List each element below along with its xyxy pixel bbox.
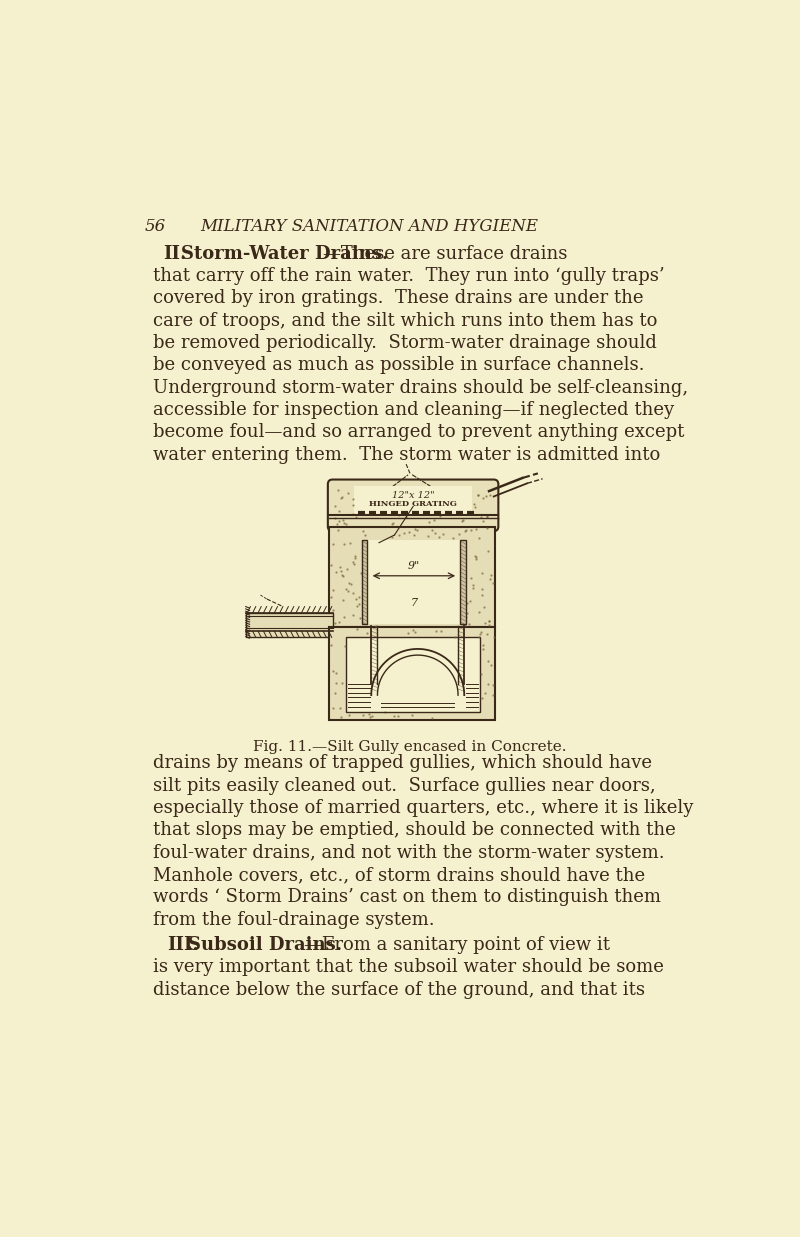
Text: —From a sanitary point of view it: —From a sanitary point of view it	[304, 936, 610, 954]
Text: III.: III.	[166, 936, 198, 954]
Text: especially those of married quarters, etc., where it is likely: especially those of married quarters, et…	[153, 799, 693, 816]
Text: care of troops, and the silt which runs into them has to: care of troops, and the silt which runs …	[153, 312, 657, 329]
Text: MILITARY SANITATION AND HYGIENE: MILITARY SANITATION AND HYGIENE	[201, 218, 538, 235]
Text: distance below the surface of the ground, and that its: distance below the surface of the ground…	[153, 981, 645, 998]
Bar	[329, 527, 495, 627]
Text: 7: 7	[410, 597, 418, 607]
Bar	[246, 612, 333, 637]
Text: Fig. 11.—Silt Gully encased in Concrete.: Fig. 11.—Silt Gully encased in Concrete.	[254, 740, 566, 753]
Text: 12"x 12": 12"x 12"	[392, 491, 434, 500]
Text: Storm-Water Drains.: Storm-Water Drains.	[182, 245, 389, 262]
Bar	[362, 539, 367, 625]
Text: Underground storm-water drains should be self-cleansing,: Underground storm-water drains should be…	[153, 379, 688, 397]
Text: be removed periodically.  Storm-water drainage should: be removed periodically. Storm-water dra…	[153, 334, 657, 351]
Text: silt pits easily cleaned out.  Surface gullies near doors,: silt pits easily cleaned out. Surface gu…	[153, 777, 655, 794]
FancyBboxPatch shape	[328, 480, 498, 531]
Text: be conveyed as much as possible in surface channels.: be conveyed as much as possible in surfa…	[153, 356, 644, 375]
Text: —These are surface drains: —These are surface drains	[323, 245, 567, 262]
Bar	[362, 539, 466, 625]
Bar	[354, 486, 472, 515]
Text: words ‘ Storm Drains’ cast on them to distinguish them: words ‘ Storm Drains’ cast on them to di…	[153, 888, 661, 907]
Bar	[329, 627, 495, 720]
Text: II.: II.	[163, 245, 187, 262]
Text: become foul—and so arranged to prevent anything except: become foul—and so arranged to prevent a…	[153, 423, 684, 442]
Text: that slops may be emptied, should be connected with the: that slops may be emptied, should be con…	[153, 821, 675, 839]
Text: covered by iron gratings.  These drains are under the: covered by iron gratings. These drains a…	[153, 289, 643, 307]
Text: 9": 9"	[408, 562, 420, 571]
Text: that carry off the rain water.  They run into ‘gully traps’: that carry off the rain water. They run …	[153, 267, 665, 285]
Bar	[460, 539, 466, 625]
Text: Subsoil Drains.: Subsoil Drains.	[188, 936, 342, 954]
Text: accessible for inspection and cleaning—if neglected they: accessible for inspection and cleaning—i…	[153, 401, 674, 419]
Text: is very important that the subsoil water should be some: is very important that the subsoil water…	[153, 959, 663, 976]
Text: Manhole covers, etc., of storm drains should have the: Manhole covers, etc., of storm drains sh…	[153, 866, 645, 884]
Text: from the foul-drainage system.: from the foul-drainage system.	[153, 910, 434, 929]
Bar	[346, 637, 480, 713]
Text: foul-water drains, and not with the storm-water system.: foul-water drains, and not with the stor…	[153, 844, 664, 862]
Text: water entering them.  The storm water is admitted into: water entering them. The storm water is …	[153, 445, 660, 464]
Text: HINGED GRATING: HINGED GRATING	[369, 500, 457, 508]
Text: drains by means of trapped gullies, which should have: drains by means of trapped gullies, whic…	[153, 755, 652, 772]
Text: 56: 56	[145, 218, 166, 235]
